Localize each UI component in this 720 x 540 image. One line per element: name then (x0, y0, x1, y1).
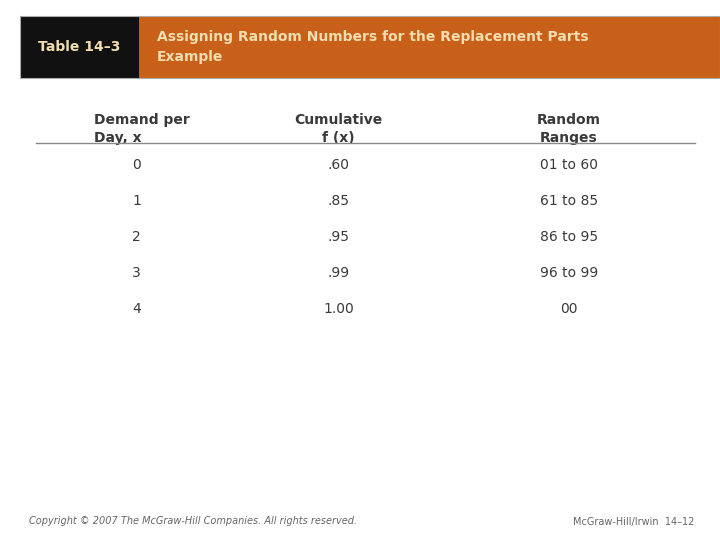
Text: 0: 0 (132, 158, 141, 172)
Text: McGraw-Hill/Irwin  14–12: McGraw-Hill/Irwin 14–12 (573, 516, 695, 526)
Text: Assigning Random Numbers for the Replacement Parts
Example: Assigning Random Numbers for the Replace… (157, 30, 588, 64)
Text: .95: .95 (328, 230, 349, 244)
Text: .99: .99 (328, 266, 349, 280)
Text: 00: 00 (560, 302, 577, 316)
Text: 01 to 60: 01 to 60 (540, 158, 598, 172)
Text: Copyright © 2007 The McGraw-Hill Companies. All rights reserved.: Copyright © 2007 The McGraw-Hill Compani… (29, 516, 357, 526)
Text: 61 to 85: 61 to 85 (540, 194, 598, 208)
Text: 96 to 99: 96 to 99 (540, 266, 598, 280)
Text: Cumulative
f (x): Cumulative f (x) (294, 113, 382, 145)
Text: Table 14–3: Table 14–3 (38, 40, 121, 54)
Text: 1: 1 (132, 194, 141, 208)
Text: 1.00: 1.00 (323, 302, 354, 316)
Text: Demand per
Day, x: Demand per Day, x (94, 113, 189, 145)
Text: 86 to 95: 86 to 95 (540, 230, 598, 244)
Text: .85: .85 (328, 194, 349, 208)
Text: .60: .60 (328, 158, 349, 172)
Text: 3: 3 (132, 266, 141, 280)
Text: Random
Ranges: Random Ranges (537, 113, 600, 145)
Text: 4: 4 (132, 302, 141, 316)
Text: 2: 2 (132, 230, 141, 244)
